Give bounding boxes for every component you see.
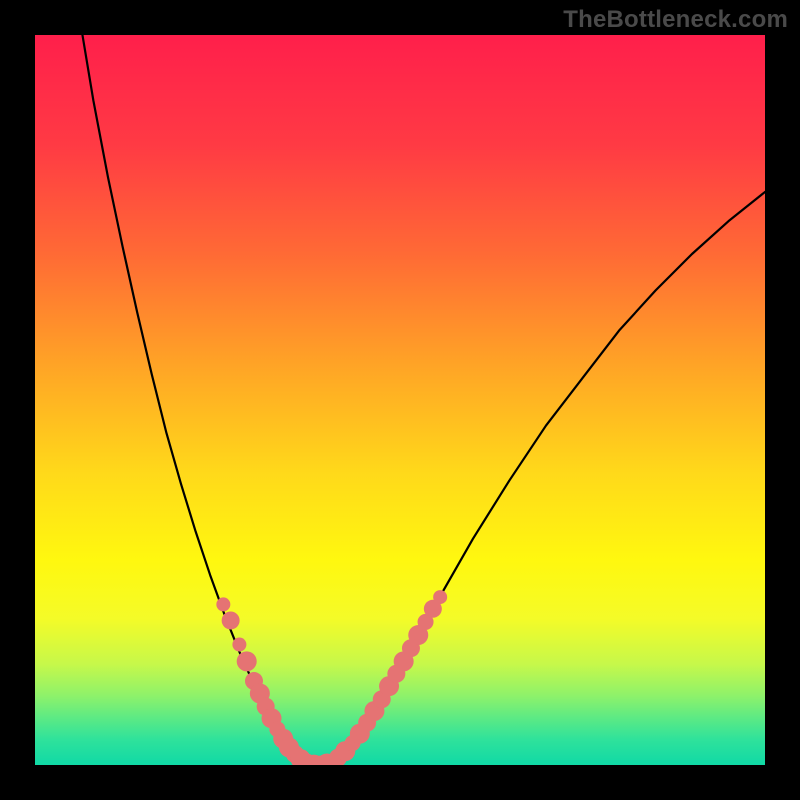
marker-left-dots-0 [216, 597, 230, 611]
marker-left-dots-1 [222, 611, 240, 629]
marker-left-dots-3 [237, 651, 257, 671]
watermark-text: TheBottleneck.com [563, 6, 788, 34]
marker-right-dots-14 [433, 590, 447, 604]
plot-area [35, 35, 765, 765]
plot-svg [35, 35, 765, 765]
marker-left-dots-2 [232, 638, 246, 652]
